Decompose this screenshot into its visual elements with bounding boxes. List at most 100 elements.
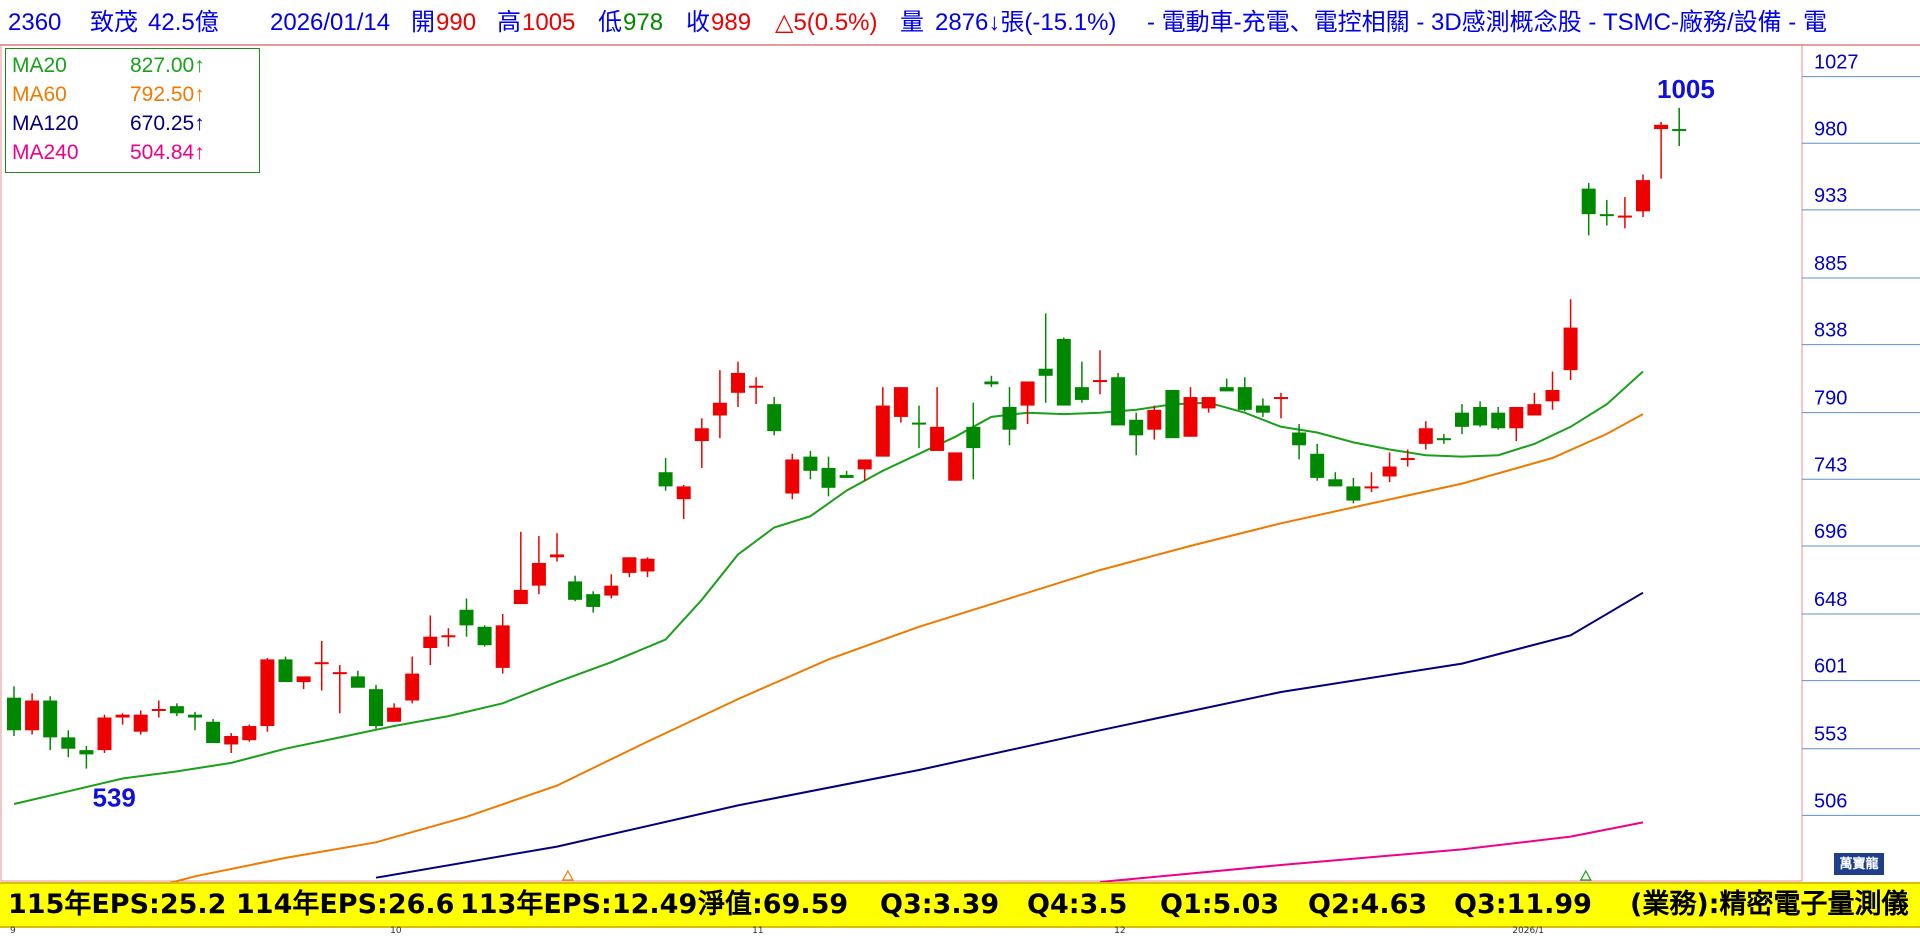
date-tick-label: 11 — [752, 926, 764, 936]
candle-body — [1527, 404, 1542, 416]
candle-body — [676, 486, 691, 500]
candle-body — [169, 706, 184, 714]
candle-body — [1636, 180, 1650, 212]
candle-body — [332, 672, 347, 675]
candle-body — [7, 697, 21, 731]
date-tick-label: 9 — [10, 926, 16, 936]
candle-body — [477, 626, 492, 646]
candle-body — [1020, 381, 1035, 406]
candle-body — [206, 721, 221, 744]
candle-body — [640, 558, 655, 572]
candlestick-chart[interactable]: 1027 980 933 885 838 790 743 696 648 601 553 506 100… — [0, 44, 1920, 882]
candle-body — [260, 659, 275, 727]
price-annotation-low: 539 — [93, 783, 136, 813]
y-tick-label: 1027 — [1814, 52, 1859, 74]
candle-body — [97, 717, 112, 751]
close-value: 989 — [711, 9, 752, 36]
candle-body — [513, 589, 528, 605]
candle-body — [1056, 338, 1071, 406]
price-annotation-high: 1005 — [1657, 74, 1715, 104]
y-tick-label: 838 — [1814, 320, 1847, 342]
date-axis: 9 10 11 12 2026/1 — [0, 926, 1920, 938]
eps-113: 113年EPS:12.49 — [460, 889, 698, 920]
y-tick-label: 885 — [1814, 253, 1847, 275]
ma-legend-value: 827.00↑ — [130, 54, 205, 77]
ma-legend-name: MA60 — [12, 83, 67, 106]
candle-body — [1491, 412, 1506, 429]
candle-body — [224, 735, 239, 745]
price-change: △5(0.5%) — [775, 9, 878, 36]
candle-body — [296, 676, 311, 683]
candle-body — [1346, 486, 1361, 501]
candle-body — [550, 554, 564, 558]
ma-legend-name: MA20 — [12, 54, 67, 77]
candle-body — [1545, 389, 1560, 402]
quarter-eps-q3: Q3:3.39 — [880, 889, 1000, 920]
candle-body — [1400, 458, 1415, 461]
fundamentals-bar: 115年EPS:25.2 114年EPS:26.6 113年EPS:12.49 … — [0, 882, 1920, 928]
y-tick-label: 601 — [1814, 656, 1847, 678]
ma-legend-name: MA240 — [12, 141, 79, 164]
candle-body — [115, 714, 130, 718]
date-tick-label: 2026/1 — [1512, 926, 1544, 936]
candle-body — [242, 726, 257, 741]
quote-date: 2026/01/14 — [270, 9, 391, 36]
candle-body — [930, 426, 945, 451]
open-value: 990 — [436, 9, 477, 36]
date-tick-label: 10 — [390, 926, 402, 936]
candle-body — [1129, 419, 1144, 436]
high-label: 高 — [497, 9, 521, 36]
event-marker-icon — [1579, 869, 1592, 881]
ma-legend-value: 792.50↑ — [130, 83, 205, 106]
ma-legend-value: 504.84↑ — [130, 141, 205, 164]
candle-body — [423, 636, 438, 649]
candle-body — [1292, 432, 1307, 446]
candle-body — [622, 557, 637, 573]
candle-body — [803, 456, 818, 471]
quarter-eps-q3-latest: Q3:11.99 — [1454, 889, 1592, 920]
candle-body — [441, 635, 456, 638]
low-label: 低 — [598, 9, 622, 36]
y-tick-label: 506 — [1814, 790, 1847, 812]
ma-legend-name: MA120 — [12, 112, 79, 135]
candle-body — [1436, 438, 1451, 441]
candle-body — [133, 714, 148, 732]
candle-body — [1310, 453, 1325, 478]
concept-tags: - 電動車-充電、電控相關 - 3D感測概念股 - TSMC-廠務/設備 - 電 — [1147, 9, 1827, 36]
candle-body — [604, 585, 619, 596]
open-label: 開 — [411, 9, 435, 36]
candle-body — [984, 381, 999, 385]
quarter-eps-q1: Q1:5.03 — [1160, 889, 1280, 920]
y-tick-label: 648 — [1814, 589, 1847, 611]
candle-body — [1672, 129, 1687, 132]
candle-body — [586, 594, 601, 607]
candle-body — [1093, 380, 1107, 383]
candle-body — [1473, 406, 1488, 426]
net-value: 淨值:69.59 — [698, 889, 849, 920]
ma-legend: MA20 827.00↑ MA60 792.50↑ MA120 670.25↑ … — [5, 48, 260, 173]
candle-body — [1328, 479, 1343, 487]
candle-body — [731, 372, 745, 393]
candle-body — [495, 625, 510, 668]
candle-body — [1455, 412, 1469, 427]
candle-body — [1509, 406, 1524, 429]
y-tick-label: 933 — [1814, 185, 1847, 207]
low-value: 978 — [623, 9, 664, 36]
ma-line-ma60 — [169, 413, 1644, 882]
candle-body — [1274, 397, 1288, 400]
candle-body — [875, 405, 890, 457]
candle-body — [459, 609, 474, 626]
ma-line-ma240 — [1099, 821, 1644, 882]
brand-logo: 萬寶龍 — [1834, 853, 1884, 875]
candle-body — [1219, 387, 1234, 392]
candle-body — [893, 387, 908, 417]
candle-body — [767, 404, 782, 432]
event-marker-icon — [561, 869, 574, 881]
stock-name: 致茂 — [90, 9, 138, 36]
chart-canvas[interactable]: 1027 980 933 885 838 790 743 696 648 601 553 506 100… — [0, 44, 1920, 882]
candle-body — [694, 428, 709, 442]
candle-body — [1654, 124, 1669, 130]
candle-body — [658, 472, 673, 487]
candle-body — [79, 750, 94, 755]
candle-body — [531, 562, 546, 586]
